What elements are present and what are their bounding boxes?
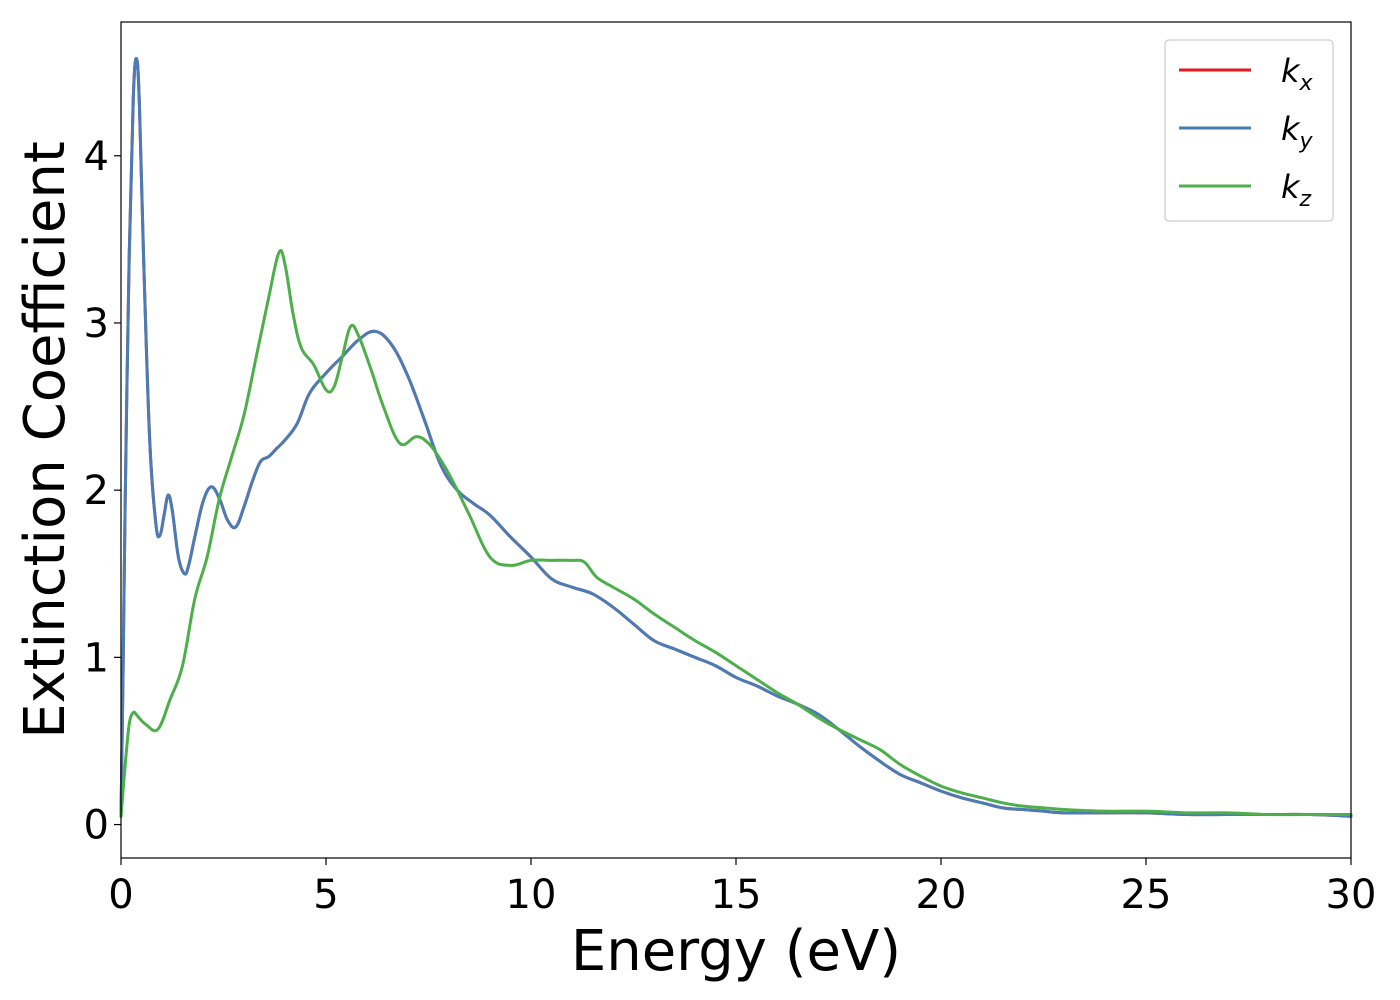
x-axis: 0 5 10 15 20 25 30 xyxy=(108,858,1376,918)
x-axis-title: Energy (eV) xyxy=(571,919,901,984)
y-axis: 0 1 2 3 4 xyxy=(84,134,121,849)
x-tick-label: 10 xyxy=(506,872,557,918)
x-tick-label: 30 xyxy=(1326,872,1377,918)
series-line-kz xyxy=(119,248,1353,818)
y-tick-label: 1 xyxy=(84,635,109,681)
x-tick-label: 20 xyxy=(916,872,967,918)
y-axis-title: Extinction Coefficient xyxy=(13,141,78,739)
legend-label-kz: kz xyxy=(1281,168,1312,212)
x-tick-label: 25 xyxy=(1121,872,1172,918)
y-tick-label: 3 xyxy=(84,301,109,347)
x-tick-label: 0 xyxy=(108,872,133,918)
legend: kx ky kz xyxy=(1164,39,1334,222)
y-tick-label: 4 xyxy=(84,134,109,180)
series-layer xyxy=(119,57,1353,818)
legend-label-ky: ky xyxy=(1281,110,1314,154)
legend-box xyxy=(1164,39,1334,222)
y-tick-label: 0 xyxy=(84,803,109,849)
x-tick-label: 15 xyxy=(711,872,762,918)
legend-label-kx: kx xyxy=(1281,52,1314,96)
y-tick-label: 2 xyxy=(84,468,109,514)
series-line-ky xyxy=(119,57,1353,818)
x-tick-label: 5 xyxy=(313,872,338,918)
